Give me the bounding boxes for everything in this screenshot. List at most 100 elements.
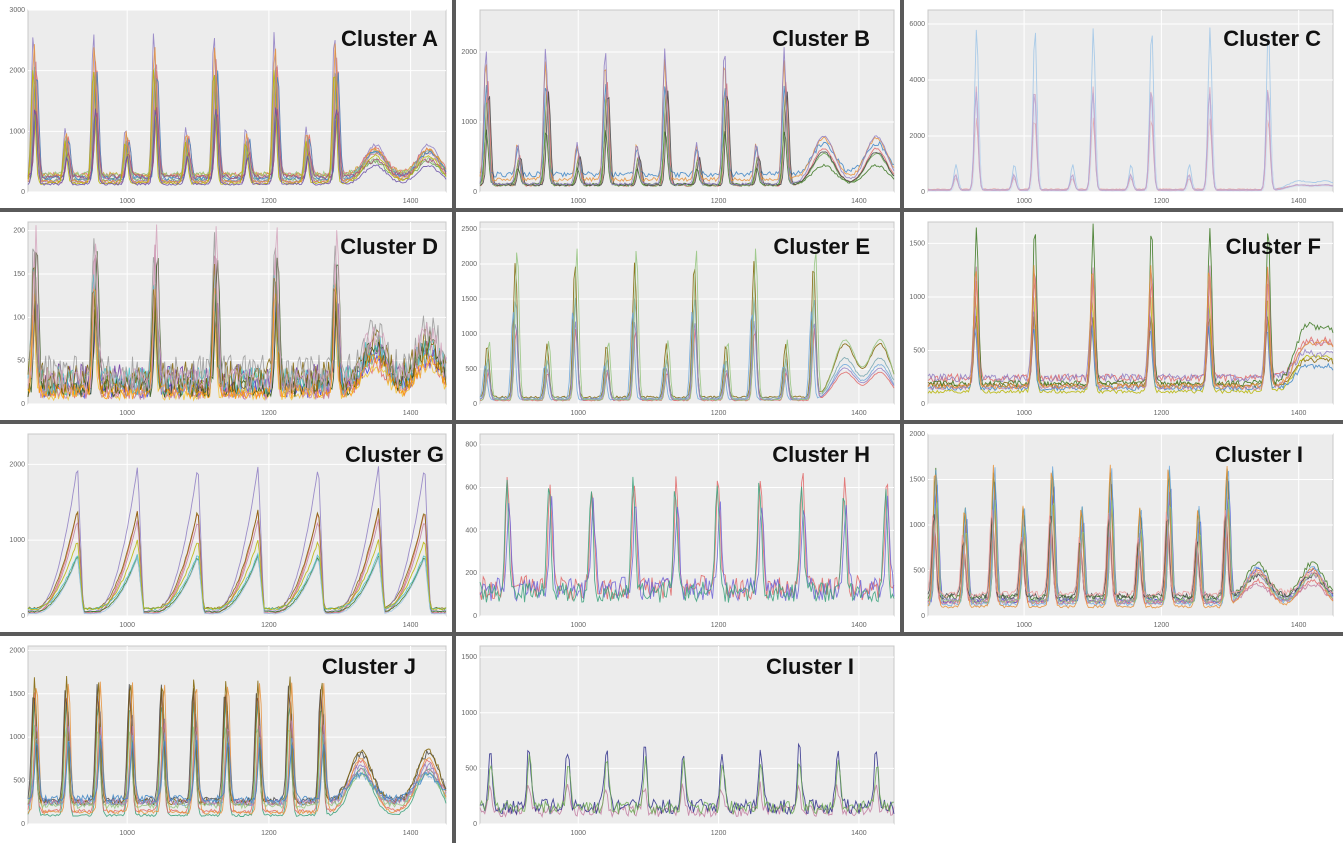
series-line <box>27 555 447 615</box>
x-tick-label: 1000 <box>1016 198 1032 205</box>
series-line <box>27 107 447 181</box>
y-tick-label: 1000 <box>9 734 25 741</box>
series-line <box>27 518 447 614</box>
panel-cluster-g: 1000 1200 1400 0 1000 2000 Cluster G <box>4 428 452 632</box>
x-tick-label: 1200 <box>1154 410 1170 417</box>
y-tick-label: 500 <box>13 778 25 785</box>
series-line <box>479 754 894 816</box>
panel-cluster-f: 1000 1200 1400 0 500 1000 1500 Cluster F <box>904 216 1339 420</box>
x-tick-label: 1000 <box>1016 622 1032 629</box>
panel-cluster-c: 1000 1200 1400 0 2000 4000 6000 Cluster C <box>904 4 1339 208</box>
x-tick-label: 1400 <box>1291 622 1307 629</box>
y-tick-label: 2000 <box>9 461 25 468</box>
series-line <box>27 738 447 804</box>
chart-cluster-c: 1000 1200 1400 0 2000 4000 6000 <box>909 9 1334 205</box>
chart-cluster-b: 1000 1200 1400 0 1000 2000 <box>461 9 895 205</box>
x-tick-label: 1000 <box>119 198 135 205</box>
series-line <box>27 466 447 613</box>
chart-cluster-f: 1000 1200 1400 0 500 1000 1500 <box>909 221 1334 417</box>
y-tick-label: 0 <box>21 821 25 828</box>
y-tick-label: 1500 <box>9 691 25 698</box>
panel-title: Cluster I <box>765 654 854 679</box>
y-tick-label: 1500 <box>461 654 477 661</box>
panel-title: Cluster C <box>1223 26 1321 51</box>
x-tick-label: 1200 <box>261 830 277 837</box>
x-tick-label: 1200 <box>711 198 727 205</box>
y-tick-label: 0 <box>473 613 477 620</box>
panel-title: Cluster J <box>321 654 416 679</box>
y-tick-label: 2000 <box>9 647 25 654</box>
y-tick-label: 100 <box>13 314 25 321</box>
x-tick-label: 1400 <box>851 830 867 837</box>
series-line <box>927 97 1334 192</box>
series-line <box>927 91 1334 191</box>
series-line <box>479 248 895 402</box>
chart-cluster-g: 1000 1200 1400 0 1000 2000 <box>9 433 447 629</box>
x-tick-label: 1200 <box>261 410 277 417</box>
divider <box>452 0 456 843</box>
y-tick-label: 200 <box>465 570 477 577</box>
x-tick-label: 1000 <box>570 410 586 417</box>
chart-cluster-a: 1000 1200 1400 0 1000 2000 3000 <box>9 7 447 205</box>
series-line <box>927 265 1334 390</box>
panel-title: Cluster H <box>772 442 870 467</box>
x-tick-label: 1200 <box>1154 198 1170 205</box>
x-tick-label: 1000 <box>119 410 135 417</box>
y-tick-label: 2000 <box>9 68 25 75</box>
series-line <box>479 47 895 186</box>
series-line <box>479 495 895 602</box>
y-tick-label: 500 <box>465 765 477 772</box>
chart-cluster-i: 1000 1200 1400 0 500 1000 1500 2000 <box>909 431 1334 629</box>
x-tick-label: 1400 <box>403 198 419 205</box>
y-tick-label: 1500 <box>909 240 925 247</box>
y-tick-label: 600 <box>465 485 477 492</box>
chart-cluster-e: 1000 1200 1400 0 500 1000 1500 2000 2500 <box>461 221 895 417</box>
panel-title: Cluster B <box>772 26 870 51</box>
y-tick-label: 4000 <box>909 77 925 84</box>
y-tick-label: 2000 <box>461 261 477 268</box>
panel-cluster-d: 1000 1200 1400 0 50 100 150 200 Cluster D <box>4 216 452 420</box>
y-tick-label: 500 <box>913 568 925 575</box>
chart-cluster-d: 1000 1200 1400 0 50 100 150 200 <box>13 221 447 417</box>
panel-title: Cluster A <box>341 26 438 51</box>
divider <box>0 208 1343 212</box>
x-tick-label: 1400 <box>1291 410 1307 417</box>
x-tick-label: 1000 <box>119 830 135 837</box>
x-tick-label: 1400 <box>403 622 419 629</box>
y-tick-label: 150 <box>13 271 25 278</box>
x-tick-label: 1000 <box>570 830 586 837</box>
plot-area <box>27 645 447 825</box>
series-line <box>479 473 895 602</box>
y-tick-label: 500 <box>913 347 925 354</box>
panel-title: Cluster G <box>344 442 444 467</box>
y-tick-label: 0 <box>21 613 25 620</box>
series-line <box>27 675 447 807</box>
y-tick-label: 1000 <box>461 331 477 338</box>
panel-title: Cluster I <box>1214 442 1303 467</box>
panel-cluster-i: 1000 1200 1400 0 500 1000 1500 2000 Cluster I <box>904 428 1339 632</box>
y-tick-label: 0 <box>921 613 925 620</box>
x-tick-label: 1200 <box>261 198 277 205</box>
y-tick-label: 3000 <box>9 7 25 14</box>
divider <box>900 0 904 636</box>
x-tick-label: 1000 <box>570 198 586 205</box>
x-tick-label: 1400 <box>851 410 867 417</box>
series-line <box>479 321 895 401</box>
y-tick-label: 0 <box>473 401 477 408</box>
y-tick-label: 1000 <box>9 537 25 544</box>
x-tick-label: 1000 <box>570 622 586 629</box>
series-line <box>479 476 895 603</box>
panel-cluster-a: 1000 1200 1400 0 1000 2000 3000 Cluster A <box>4 4 452 208</box>
y-tick-label: 0 <box>921 401 925 408</box>
y-tick-label: 1000 <box>461 119 477 126</box>
y-tick-label: 1500 <box>909 477 925 484</box>
panel-cluster-e: 1000 1200 1400 0 500 1000 1500 2000 2500 Cluster… <box>456 216 900 420</box>
x-tick-label: 1200 <box>711 410 727 417</box>
panel-title: Cluster F <box>1225 234 1321 259</box>
y-tick-label: 800 <box>465 442 477 449</box>
y-tick-label: 400 <box>465 527 477 534</box>
series-line <box>479 297 895 400</box>
series-line <box>27 70 447 181</box>
divider <box>0 632 1343 636</box>
